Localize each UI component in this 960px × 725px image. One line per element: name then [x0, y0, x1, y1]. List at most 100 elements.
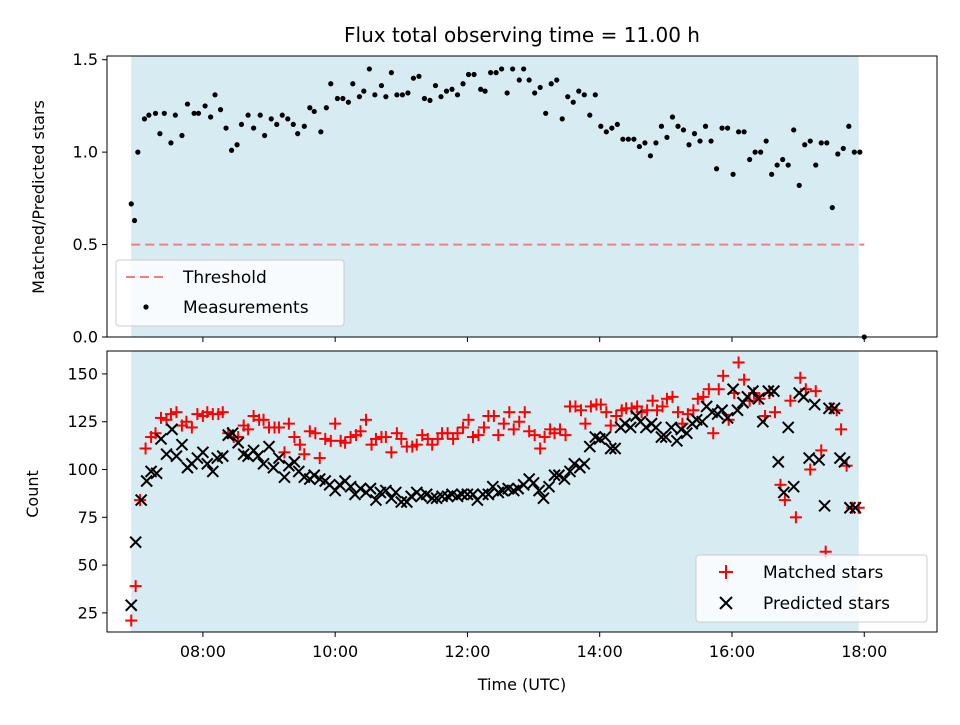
predicted-star-point: [395, 495, 408, 509]
matched-star-point: [594, 398, 607, 411]
matched-star-point: [835, 423, 848, 436]
predicted-star-point: [665, 421, 678, 434]
predicted-star-point: [670, 434, 684, 448]
matched-star-point: [660, 392, 673, 405]
measurement-point: [487, 70, 494, 76]
predicted-star-point: [639, 421, 653, 434]
measurement-point: [620, 136, 626, 142]
measurement-point: [228, 147, 235, 153]
measurement-point: [378, 82, 385, 89]
predicted-star-point: [762, 384, 775, 398]
measurement-point: [774, 162, 780, 168]
measurement-point: [251, 125, 257, 131]
predicted-star-point: [618, 417, 632, 430]
predicted-star-point: [333, 478, 346, 492]
measurement-point: [410, 75, 417, 81]
measurement-point: [735, 129, 742, 135]
matched-star-point: [840, 459, 853, 472]
top-panel: 0.0 0.5 1.0 1.5 Matched/Predicted stars Flu…: [29, 23, 938, 347]
measurement-point: [813, 162, 819, 168]
matched-star-point: [656, 400, 669, 413]
predicted-star-point: [772, 455, 785, 469]
measurement-point: [372, 92, 378, 98]
measurement-point: [285, 116, 291, 122]
predicted-star-point: [389, 486, 402, 499]
measurement-point: [128, 201, 134, 207]
matched-star-point: [697, 390, 710, 403]
bottom-legend: Matched stars Predicted stars: [695, 554, 928, 623]
predicted-star-point: [797, 390, 810, 404]
matched-star-point: [635, 406, 648, 419]
measurement-point: [724, 125, 731, 131]
matched-star-point: [369, 432, 382, 445]
matched-star-point: [809, 385, 822, 398]
predicted-star-point: [511, 482, 525, 495]
measurement-point: [702, 123, 709, 129]
measurement-point: [161, 110, 167, 116]
matched-star-point: [313, 452, 326, 465]
matched-star-point: [815, 444, 828, 457]
matched-star-point: [288, 431, 301, 444]
measurement-point: [818, 140, 824, 146]
matched-star-point: [732, 356, 745, 369]
top-ytick-label: 1.5: [73, 50, 98, 69]
chart-title: Flux total observing time = 11.00 h: [344, 23, 700, 47]
matched-star-point: [164, 408, 177, 421]
predicted-star-point: [563, 465, 577, 478]
measurement-point: [323, 105, 329, 111]
measurement-point: [543, 110, 549, 116]
measurement-point: [223, 125, 229, 131]
top-y-axis-label: Matched/Predicted stars: [29, 100, 48, 294]
predicted-star-point: [150, 467, 163, 480]
matched-star-point: [538, 431, 551, 444]
measurement-point: [537, 84, 543, 91]
predicted-star-point: [231, 436, 245, 449]
predicted-star-point: [777, 486, 790, 499]
predicted-star-point: [822, 402, 836, 415]
predicted-star-point: [425, 491, 439, 505]
measurement-point: [361, 88, 367, 94]
predicted-star-point: [552, 469, 566, 482]
predicted-star-point: [808, 398, 821, 411]
xtick-label: 10:00: [312, 642, 358, 661]
predicted-star-point: [843, 501, 857, 514]
measurement-point: [427, 97, 433, 103]
predicted-star-point: [812, 453, 826, 467]
measurement-point: [587, 112, 593, 118]
measurement-point: [432, 82, 439, 89]
measurement-point: [383, 94, 389, 100]
matched-star-point: [584, 400, 597, 413]
measurement-point: [168, 140, 174, 146]
xtick-label: 08:00: [180, 642, 226, 661]
matched-star-point: [691, 392, 704, 405]
predicted-star-point: [756, 415, 770, 428]
predicted-star-point: [369, 493, 383, 507]
predicted-star-point: [696, 415, 709, 428]
xtick-label: 12:00: [444, 642, 490, 661]
measurement-point: [526, 77, 532, 83]
top-legend-box: [115, 259, 345, 327]
measurement-point: [195, 110, 202, 116]
predicted-star-point: [746, 384, 760, 398]
predicted-star-point: [379, 484, 393, 497]
predicted-star-point: [655, 430, 668, 444]
measurement-point: [262, 132, 268, 139]
matched-star-point: [129, 580, 142, 593]
predicted-star-point: [216, 449, 229, 463]
predicted-star-point: [435, 490, 449, 503]
bottom-panel: 25 50 75 100 125 150 08:00 10:00 12:00 14:00 16:0…: [23, 350, 938, 694]
matched-star-point: [242, 423, 255, 436]
matched-star-point: [191, 408, 204, 421]
predicted-star-point: [455, 488, 469, 501]
predicted-star-point: [802, 451, 816, 465]
measurement-point: [548, 81, 554, 87]
predicted-star-point: [278, 470, 291, 484]
measurements-points: [128, 66, 867, 340]
matched-star-point: [339, 436, 352, 449]
measurement-point: [636, 143, 642, 150]
predicted-star-point: [262, 440, 276, 453]
top-axes-frame: [106, 55, 938, 338]
measurement-point: [279, 112, 285, 118]
legend-threshold-label: Threshold: [182, 268, 267, 288]
